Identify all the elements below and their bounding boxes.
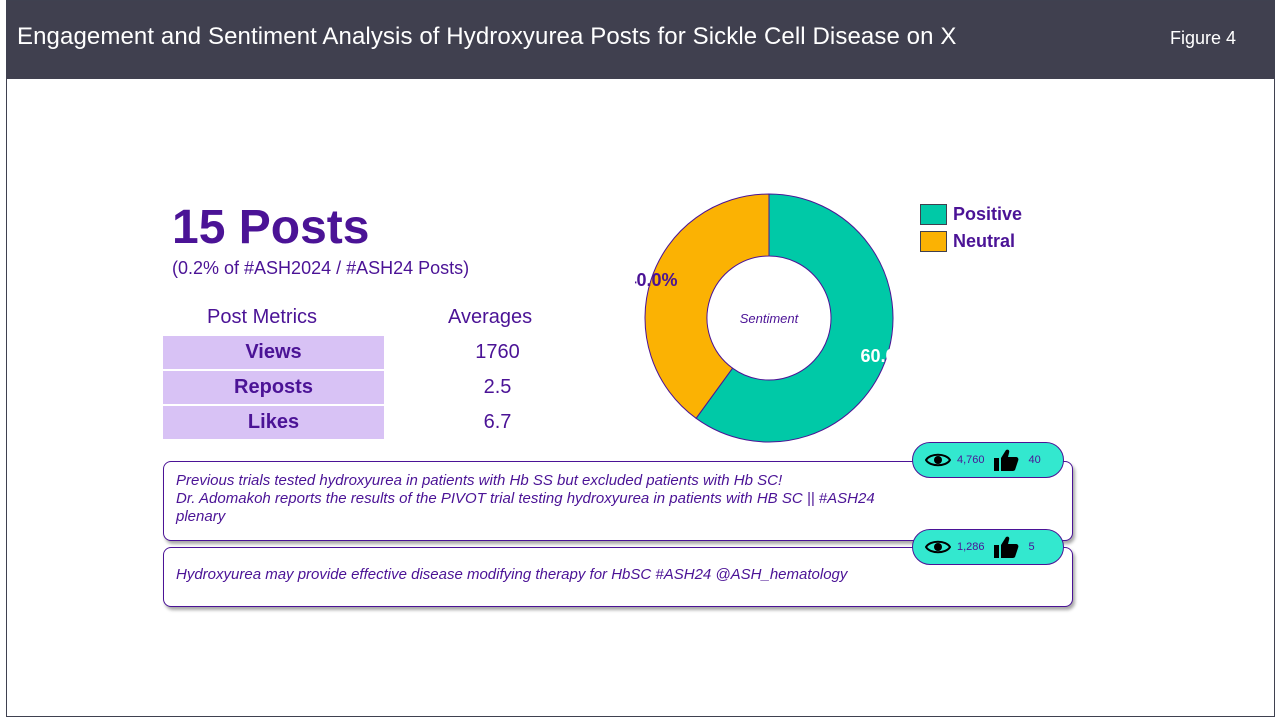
legend-item-positive: Positive [920,201,1022,228]
pie-slice-neutral [644,193,770,420]
metric-value-views: 1760 [475,341,520,363]
eye-icon [925,540,951,554]
metric-label-views: Views [163,336,384,369]
legend-item-neutral: Neutral [920,228,1022,255]
figure-number: Figure 4 [1169,28,1236,48]
donut-center-label: Sentiment [740,311,800,326]
metric-value-likes: 6.7 [483,411,512,433]
metric-value-reposts: 2.5 [483,376,512,398]
sentiment-donut-chart: 60.0% 40.0% Sentiment [626,190,912,446]
legend-label-neutral: Neutral [953,231,1016,251]
post-2-line-1: Hydroxyurea may provide effective diseas… [176,566,848,583]
header-bar: Engagement and Sentiment Analysis of Hyd… [7,1,1274,79]
metric-label-likes: Likes [163,406,384,439]
thumbs-up-icon [993,536,1018,558]
likes-count: 5 [1028,541,1035,553]
donut-svg: 60.0% 40.0% Sentiment [626,193,912,443]
views-count: 1,286 [957,541,985,553]
post-count: 15 Posts [172,201,370,254]
post-1-line-1: Previous trials tested hydroxyurea in pa… [176,472,783,489]
metrics-header-averages: Averages [448,306,533,328]
pie-label-neutral: 40.0% [635,270,678,290]
views-count: 4,760 [957,454,985,466]
engagement-badge-2: 1,286 5 [912,529,1064,565]
pie-label-positive: 60.0% [860,346,895,366]
page-title: Engagement and Sentiment Analysis of Hyd… [17,23,957,50]
chart-legend: Positive Neutral [920,201,1022,255]
engagement-badge-1: 4,760 40 [912,442,1064,478]
metrics-header-label: Post Metrics [207,306,318,328]
metric-label-reposts: Reposts [163,371,384,404]
legend-label-positive: Positive [953,204,1023,224]
pie-slice-positive [695,193,894,443]
post-card-2: Hydroxyurea may provide effective diseas… [163,547,1073,607]
likes-count: 40 [1028,454,1041,466]
post-share: (0.2% of #ASH2024 / #ASH24 Posts) [172,258,470,278]
post-1-line-2: Dr. Adomakoh reports the results of the … [176,490,875,507]
thumbs-up-icon [993,449,1018,471]
post-1-line-3: plenary [176,508,226,525]
legend-swatch-positive [920,204,947,225]
post-card-1: Previous trials tested hydroxyurea in pa… [163,461,1073,541]
eye-icon [925,453,951,467]
legend-swatch-neutral [920,231,947,252]
